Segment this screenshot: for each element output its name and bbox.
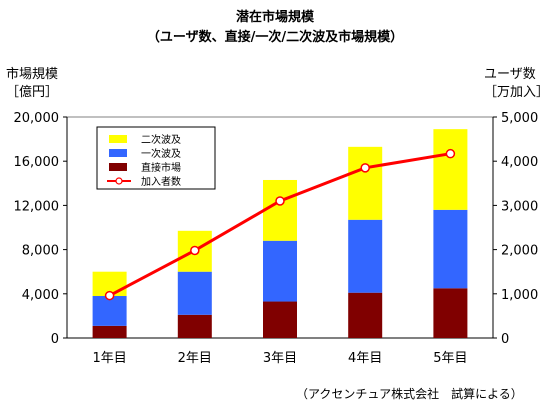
right-axis-tick-label: 1,000	[501, 288, 538, 303]
legend-swatch	[109, 149, 127, 157]
right-axis-tick-label: 3,000	[501, 199, 538, 214]
right-axis-tick-label: 4,000	[501, 155, 538, 170]
bar-二次波及	[433, 129, 468, 210]
legend-label: 加入者数	[141, 175, 181, 188]
bar-直接市場	[433, 288, 468, 338]
legend-swatch-marker	[115, 177, 123, 185]
legend-label: 二次波及	[141, 133, 181, 146]
left-axis-label-line1: 市場規模	[6, 67, 59, 82]
left-axis-tick-label: 0	[51, 332, 59, 347]
bar-一次波及	[177, 271, 212, 315]
line-point	[360, 163, 370, 173]
x-axis-tick-label: 1年目	[92, 351, 126, 366]
bar-一次波及	[348, 219, 383, 293]
line-point	[275, 196, 285, 206]
legend-label: 一次波及	[141, 147, 181, 160]
line-point	[104, 290, 115, 301]
bar-直接市場	[177, 314, 212, 338]
x-axis-tick-label: 2年目	[178, 351, 212, 366]
right-axis-label: ユーザ数 ［万加入］	[484, 66, 549, 102]
left-axis-tick-label: 8,000	[22, 244, 59, 259]
right-axis-tick-label: 5,000	[501, 111, 538, 126]
bar-二次波及	[263, 179, 297, 241]
right-axis-label-line1: ユーザ数	[484, 67, 536, 82]
bar-二次波及	[348, 146, 383, 220]
bar-一次波及	[433, 209, 468, 289]
left-axis-label-line2: ［億円］	[6, 85, 59, 100]
source-note: （アクセンチュア株式会社 試算による）	[296, 387, 523, 401]
x-axis-tick-label: 4年目	[348, 351, 382, 366]
x-axis-tick-label: 3年目	[263, 351, 297, 366]
left-axis-tick-label: 20,000	[14, 111, 60, 126]
legend-swatch	[109, 135, 127, 143]
line-point	[190, 245, 200, 256]
bar-一次波及	[263, 240, 297, 302]
bar-一次波及	[92, 296, 127, 326]
right-axis-label-line2: ［万加入］	[484, 85, 550, 100]
right-axis-tick-label: 0	[501, 332, 509, 347]
left-axis-tick-label: 12,000	[14, 199, 60, 214]
bar-直接市場	[263, 301, 297, 338]
legend-label: 直接市場	[141, 161, 181, 174]
line-point	[445, 148, 456, 159]
left-axis-tick-label: 16,000	[14, 155, 60, 170]
chart-title: 潜在市場規模	[235, 10, 314, 25]
left-axis-tick-label: 4,000	[22, 288, 59, 303]
x-axis-tick-label: 5年目	[433, 351, 467, 366]
left-axis-label: 市場規模 ［億円］	[6, 66, 58, 102]
legend-swatch	[109, 163, 127, 171]
chart-subtitle: （ユーザ数、直接/一次/二次波及市場規模）	[146, 30, 404, 45]
right-axis-tick-label: 2,000	[501, 244, 538, 259]
bar-直接市場	[348, 292, 383, 338]
bar-直接市場	[92, 325, 127, 338]
